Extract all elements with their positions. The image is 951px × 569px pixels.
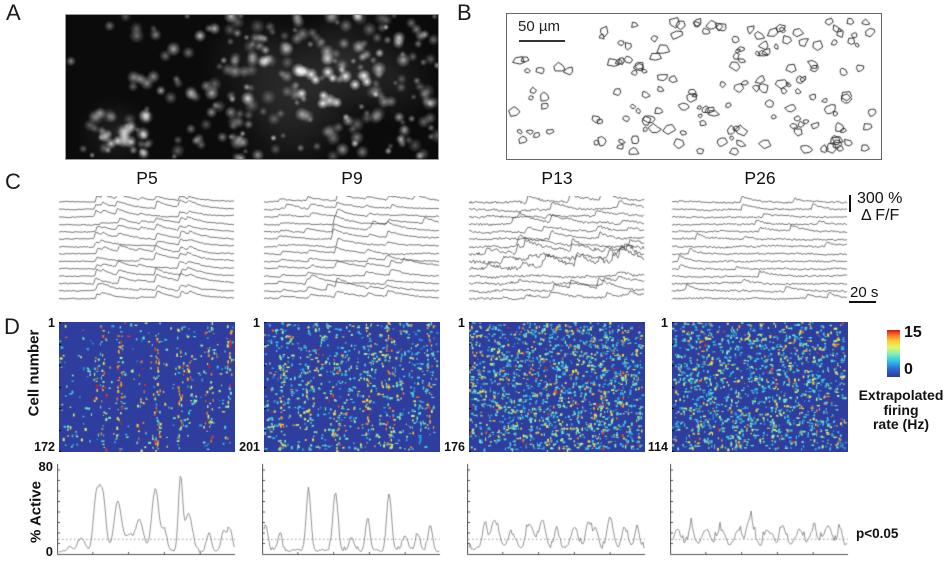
cell-count-p13: 176 [444, 440, 465, 454]
panel-d-label: D [4, 314, 20, 339]
cell-number-axis-label: Cell number [25, 329, 43, 417]
age-title-p26: P26 [744, 168, 776, 188]
scale-bar-label: 50 µm [518, 18, 560, 35]
cell-count-p9: 201 [239, 440, 260, 454]
calcium-trace-plot-p5 [58, 196, 236, 308]
age-title-p13: P13 [541, 168, 573, 188]
firing-rate-heatmap-p26 [672, 322, 848, 452]
panel-c-label: C [5, 169, 21, 194]
colorbar-title-line2: firing [883, 401, 919, 418]
time-scale-bar [849, 301, 876, 303]
age-title-p9: P9 [341, 168, 363, 188]
colorbar-max-label: 15 [904, 324, 922, 341]
percent-active-plot-p26 [670, 462, 849, 556]
calcium-trace-plot-p9 [263, 196, 441, 308]
first-cell-label-p13: 1 [458, 316, 465, 330]
amplitude-scale-value: 300 % [857, 190, 903, 207]
scale-bar [519, 40, 565, 42]
colorbar [887, 330, 900, 377]
percent-active-axis-label: % Active [27, 481, 45, 543]
significance-label: p<0.05 [856, 526, 899, 541]
percent-active-plot-p5 [57, 462, 236, 556]
active-ymin-label: 0 [45, 544, 53, 559]
amplitude-scale-bar [849, 195, 851, 212]
cell-outline-panel: 50 µm [506, 13, 882, 160]
colorbar-min-label: 0 [904, 361, 913, 378]
cell-count-p26: 114 [647, 440, 668, 454]
first-cell-label-p26: 1 [661, 316, 668, 330]
percent-active-plot-p13 [467, 462, 646, 556]
cell-count-p5: 172 [34, 440, 55, 454]
age-title-p5: P5 [136, 168, 158, 188]
firing-rate-heatmap-p9 [264, 322, 440, 452]
colorbar-title-line3: rate (Hz) [872, 416, 929, 432]
cell-outline-map [507, 14, 881, 159]
percent-active-plot-p9 [262, 462, 441, 556]
calcium-trace-plot-p26 [671, 196, 849, 308]
first-cell-label-p9: 1 [253, 316, 260, 330]
panel-b-label: B [457, 0, 472, 25]
firing-rate-heatmap-p5 [59, 322, 235, 452]
colorbar-title: Extrapolated firing rate (Hz) [850, 388, 951, 432]
calcium-trace-plot-p13 [468, 196, 646, 308]
fluorescence-image [65, 14, 439, 160]
amplitude-scale-unit: Δ F/F [861, 207, 900, 224]
colorbar-title-line1: Extrapolated [858, 387, 944, 403]
time-scale-label: 20 s [850, 284, 879, 301]
first-cell-label-p5: 1 [48, 316, 55, 330]
panel-a-label: A [6, 0, 21, 25]
firing-rate-heatmap-p13 [469, 322, 645, 452]
active-ymax-label: 80 [38, 459, 53, 474]
